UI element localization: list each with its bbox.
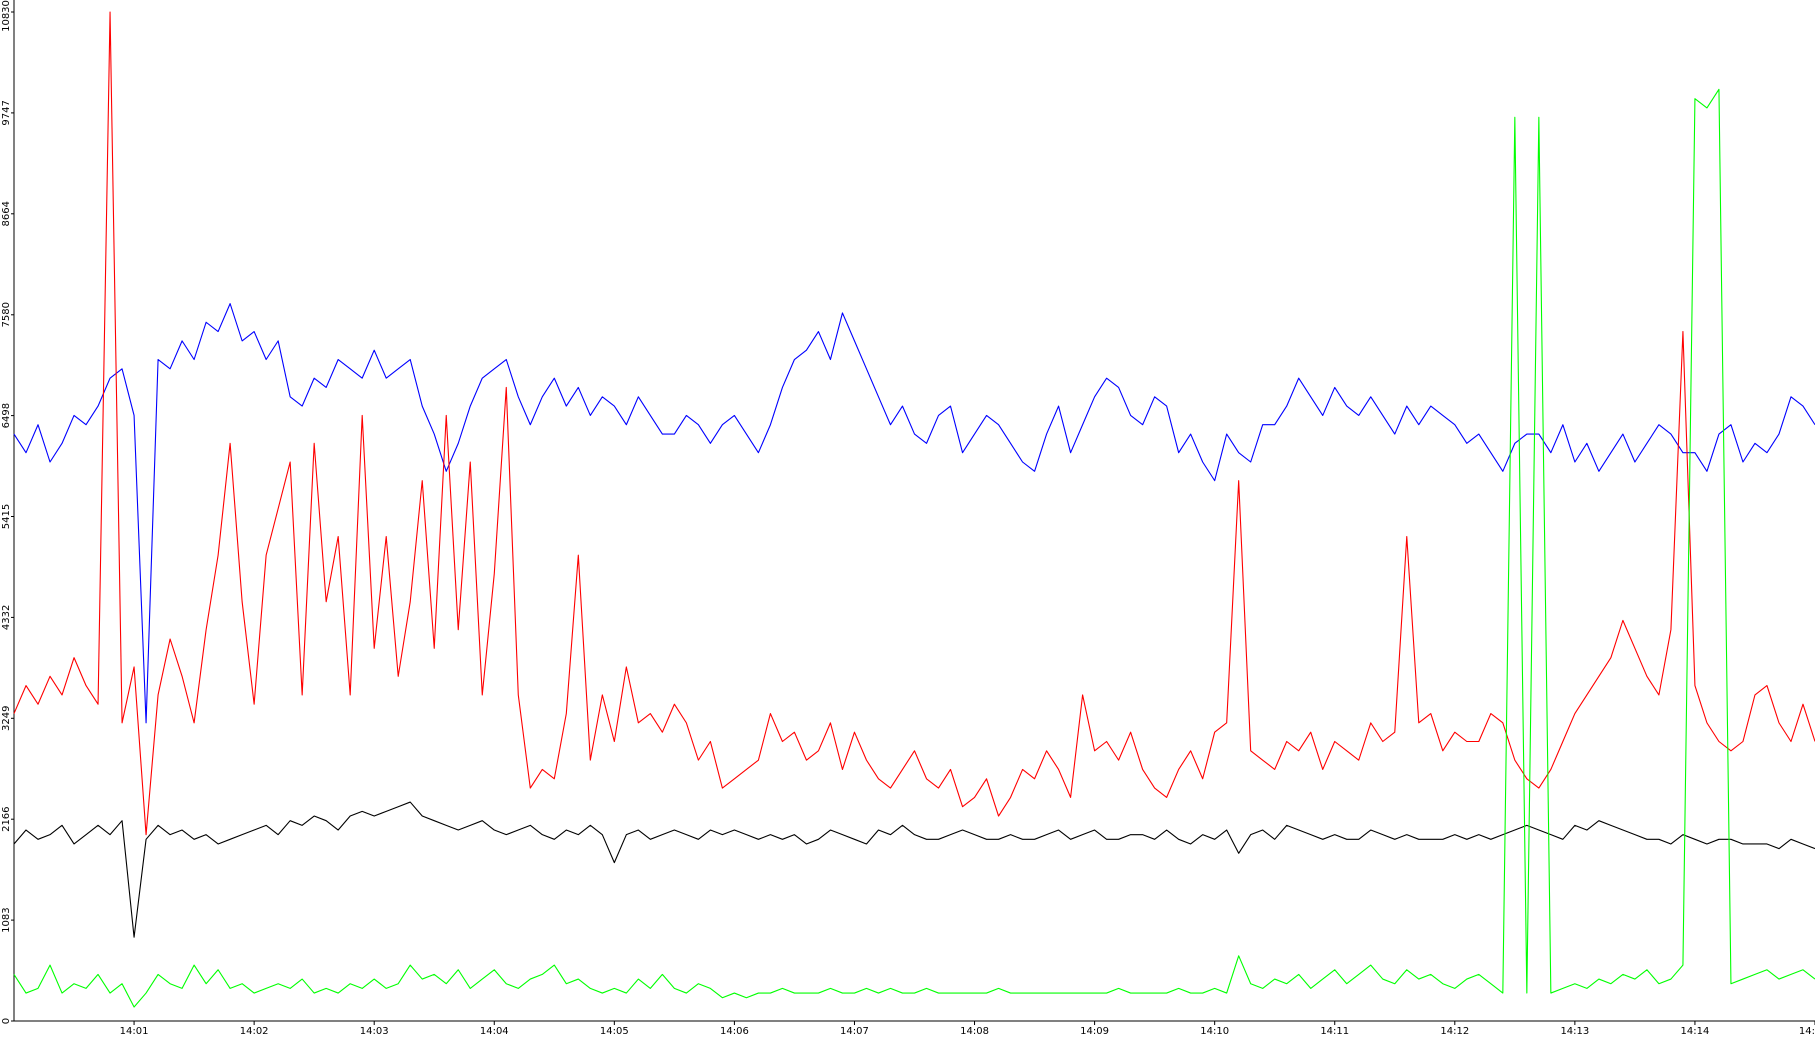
- y-tick-label: 0: [1, 1018, 12, 1024]
- series-line: [13, 303, 1815, 724]
- x-tick-label: 14:05: [600, 1026, 629, 1037]
- series-line: [13, 88, 1815, 1008]
- y-tick-label: 7580: [1, 302, 12, 327]
- x-tick-label: 14:01: [120, 1026, 149, 1037]
- x-tick-label: 14:12: [1440, 1026, 1469, 1037]
- y-tick-label: 8664: [1, 201, 12, 226]
- y-tick-label: 4332: [1, 605, 12, 630]
- x-tick-label: 14:14: [1681, 1026, 1710, 1037]
- series-line: [13, 801, 1815, 938]
- x-tick-label: 14:11: [1320, 1026, 1349, 1037]
- x-tick-label: 14:08: [960, 1026, 989, 1037]
- x-tick-label: 14:04: [480, 1026, 509, 1037]
- y-tick-label: 9747: [1, 100, 12, 125]
- x-tick-label: 14:06: [720, 1026, 749, 1037]
- y-tick-label: 2166: [1, 806, 12, 831]
- x-tick-label: 14:07: [840, 1026, 869, 1037]
- series-line: [13, 11, 1815, 836]
- x-tick-label: 14:03: [360, 1026, 389, 1037]
- x-tick-label: 14:13: [1560, 1026, 1589, 1037]
- y-tick-label: 10830: [1, 0, 12, 32]
- y-tick-label: 1083: [1, 907, 12, 932]
- x-tick-label: 14:09: [1080, 1026, 1109, 1037]
- x-tick-label: 14:: [1799, 1026, 1815, 1037]
- x-tick-label: 14:02: [240, 1026, 269, 1037]
- y-tick-label: 5415: [1, 504, 12, 529]
- y-tick-label: 6498: [1, 403, 12, 428]
- x-tick-label: 14:10: [1200, 1026, 1229, 1037]
- y-tick-label: 3249: [1, 706, 12, 731]
